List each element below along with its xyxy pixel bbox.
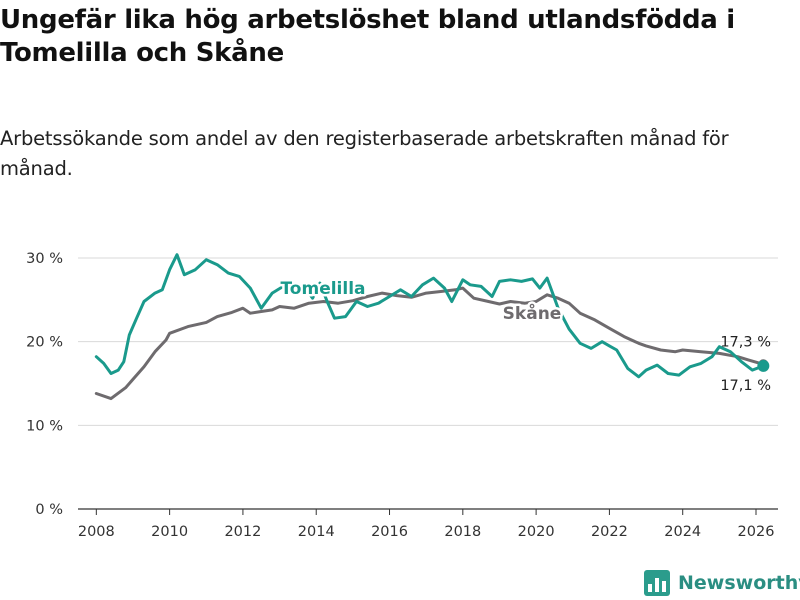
y-tick-label: 30 % — [26, 251, 63, 267]
x-tick-label: 2008 — [78, 524, 115, 540]
x-tick-label: 2024 — [664, 524, 701, 540]
chart-subtitle: Arbetssökande som andel av den registerb… — [0, 127, 729, 180]
brand-name: Newsworthy — [678, 572, 800, 594]
y-tick-label: 0 % — [35, 502, 63, 518]
x-tick-label: 2026 — [738, 524, 775, 540]
y-tick-label: 10 % — [26, 418, 63, 434]
end-value-label: 17,3 % — [720, 334, 771, 350]
x-tick-label: 2014 — [298, 524, 335, 540]
end-value-label: 17,1 % — [720, 378, 771, 394]
x-tick-label: 2022 — [591, 524, 628, 540]
x-tick-label: 2020 — [518, 524, 555, 540]
x-tick-label: 2016 — [371, 524, 408, 540]
x-tick-label: 2018 — [444, 524, 481, 540]
series-label: Skåne — [503, 302, 562, 324]
x-tick-label: 2010 — [151, 524, 188, 540]
bar-chart-logo-icon — [644, 570, 670, 596]
y-tick-label: 20 % — [26, 335, 63, 351]
series-line-tomelilla — [94, 253, 765, 379]
x-tick-label: 2012 — [224, 524, 261, 540]
brand-logo: Newsworthy — [644, 570, 800, 600]
series-line-skne — [94, 286, 765, 401]
series-end-marker — [757, 359, 770, 372]
chart-title: Ungefär lika hög arbetslöshet bland utla… — [0, 5, 735, 68]
series-label: Tomelilla — [280, 279, 365, 299]
